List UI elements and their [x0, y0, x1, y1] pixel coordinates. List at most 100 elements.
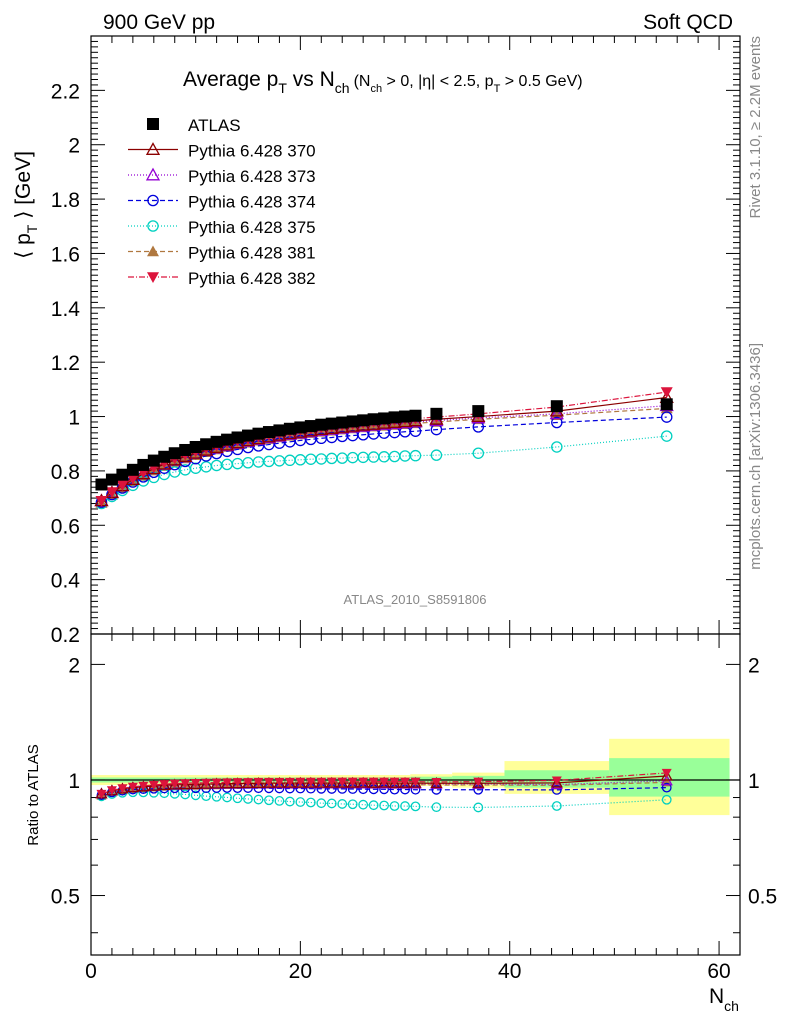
- y-tick-label: 2.2: [51, 80, 80, 103]
- ratio-point-pythia-6-428-370: [262, 776, 276, 788]
- series-atlas: [95, 398, 673, 491]
- main-plot-frame: [90, 35, 741, 635]
- ratio-tick-label-right: 0.5: [748, 886, 777, 909]
- ratio-point-pythia-6-428-370: [398, 776, 412, 788]
- ratio-point-pythia-6-428-375: [347, 799, 358, 810]
- ratio-point-pythia-6-428-382: [201, 778, 212, 788]
- x-tick-label: 20: [289, 960, 312, 983]
- ratio-point-pythia-6-428-370: [388, 776, 401, 788]
- header-left: 900 GeV pp: [103, 11, 215, 34]
- y-label-sub: T: [24, 224, 40, 233]
- ratio-point-pythia-6-428-375: [274, 796, 285, 806]
- band-green-4: [609, 758, 730, 797]
- title-cuts-b: > 0, |η| < 2.5, p: [382, 73, 494, 90]
- data-point-atlas: [378, 412, 391, 425]
- ratio-point-pythia-6-428-370: [409, 776, 422, 788]
- data-point-atlas: [357, 414, 370, 427]
- ratio-point-pythia-6-428-382: [661, 768, 672, 778]
- y-tick-label: 0.2: [51, 624, 80, 647]
- data-point-atlas: [95, 478, 108, 491]
- legend: ATLAS Pythia 6.428 370 Pythia 6.428 373 Pyt…: [128, 116, 316, 288]
- ratio-point-pythia-6-428-382: [347, 777, 358, 787]
- title-sub-t: T: [278, 80, 287, 96]
- data-point-atlas: [346, 415, 359, 428]
- ratio-point-pythia-6-428-370: [430, 776, 443, 788]
- data-point-atlas: [242, 429, 255, 442]
- ratio-point-pythia-6-428-375: [295, 797, 306, 807]
- data-point-pythia-6-428-375: [168, 466, 181, 478]
- legend-marker-pythia-6-428-370: [145, 142, 161, 155]
- ratio-point-pythia-6-428-375: [284, 796, 295, 807]
- data-point-pythia-6-428-382: [116, 480, 129, 492]
- data-point-atlas: [660, 398, 673, 411]
- ratio-tick-label-left: 0.5: [51, 886, 80, 909]
- legend-label-pythia-6-428-373: Pythia 6.428 373: [188, 167, 316, 186]
- data-point-pythia-6-428-382: [105, 487, 118, 499]
- legend-marker-pythia-6-428-375: [147, 220, 159, 232]
- data-point-atlas: [189, 440, 202, 453]
- ratio-point-pythia-6-428-375: [316, 798, 327, 809]
- ratio-point-pythia-6-428-382: [243, 778, 254, 788]
- ratio-point-pythia-6-428-382: [159, 780, 170, 790]
- x-axis-label: Nch: [709, 985, 739, 1014]
- ratio-point-pythia-6-428-375: [264, 795, 274, 806]
- ratio-point-pythia-6-428-375: [243, 794, 253, 804]
- ratio-point-pythia-6-428-382: [138, 781, 149, 791]
- data-point-pythia-6-428-382: [95, 496, 108, 507]
- ratio-point-pythia-6-428-375: [661, 794, 672, 805]
- analysis-watermark: ATLAS_2010_S8591806: [344, 592, 487, 607]
- ratio-point-pythia-6-428-382: [337, 777, 348, 787]
- ratio-y-axis-label: Ratio to ATLAS: [25, 744, 42, 845]
- ratio-point-pythia-6-428-382: [316, 777, 327, 787]
- ratio-point-pythia-6-428-382: [368, 777, 379, 787]
- ratio-point-pythia-6-428-375: [551, 801, 562, 811]
- ratio-point-pythia-6-428-375: [190, 790, 201, 801]
- ratio-point-pythia-6-428-370: [357, 776, 370, 788]
- title-main: Average p: [183, 68, 278, 91]
- data-point-pythia-6-428-375: [551, 441, 563, 453]
- ratio-point-pythia-6-428-375: [400, 801, 410, 811]
- ratio-point-pythia-6-428-370: [273, 776, 286, 788]
- x-label-sub: ch: [724, 998, 739, 1014]
- ratio-point-pythia-6-428-370: [346, 776, 359, 788]
- ratio-point-pythia-6-428-382: [263, 777, 274, 787]
- ratio-tick-label-left: 1: [68, 770, 80, 793]
- y-tick-label: 1.8: [51, 189, 80, 212]
- data-point-atlas: [262, 426, 275, 439]
- ratio-point-pythia-6-428-375: [253, 794, 264, 805]
- legend-label-pythia-6-428-381: Pythia 6.428 381: [188, 244, 316, 263]
- ratio-point-pythia-6-428-370: [137, 780, 150, 792]
- x-tick-label: 0: [85, 960, 97, 983]
- ratio-point-pythia-6-428-370: [210, 777, 223, 789]
- data-point-atlas: [325, 417, 338, 430]
- data-point-pythia-6-428-374: [660, 411, 673, 423]
- ratio-point-pythia-6-428-370: [158, 778, 171, 790]
- ratio-point-pythia-6-428-382: [551, 776, 562, 786]
- ratio-point-pythia-6-428-370: [241, 777, 255, 789]
- ratio-point-pythia-6-428-382: [148, 781, 159, 791]
- ratio-point-pythia-6-428-370: [231, 777, 244, 789]
- data-point-atlas: [367, 413, 380, 426]
- ratio-point-pythia-6-428-370: [252, 777, 265, 789]
- ratio-bands: [91, 738, 730, 816]
- mcplots-label: mcplots.cern.ch [arXiv:1306.3436]: [747, 343, 764, 570]
- data-point-atlas: [137, 458, 150, 471]
- y-axis-label: ⟨ pT ⟩ [GeV]: [12, 151, 40, 259]
- x-tick-label: 60: [707, 960, 730, 983]
- data-point-atlas: [200, 438, 213, 451]
- data-point-pythia-6-428-370: [146, 461, 161, 475]
- ratio-point-pythia-6-428-375: [358, 799, 369, 810]
- ratio-tick-label-right: 1: [748, 770, 760, 793]
- data-point-atlas: [221, 433, 234, 446]
- ratio-point-pythia-6-428-375: [305, 797, 316, 808]
- legend-marker-pythia-6-428-382: [147, 272, 159, 283]
- data-point-atlas: [210, 435, 223, 448]
- data-point-atlas: [430, 407, 443, 420]
- data-point-atlas: [315, 418, 328, 431]
- ratio-point-pythia-6-428-382: [96, 789, 107, 799]
- data-point-atlas: [116, 468, 129, 481]
- data-point-atlas: [179, 443, 192, 456]
- ratio-point-pythia-6-428-370: [550, 776, 563, 788]
- ratio-point-pythia-6-428-370: [315, 776, 328, 788]
- ratio-point-pythia-6-428-382: [222, 778, 233, 788]
